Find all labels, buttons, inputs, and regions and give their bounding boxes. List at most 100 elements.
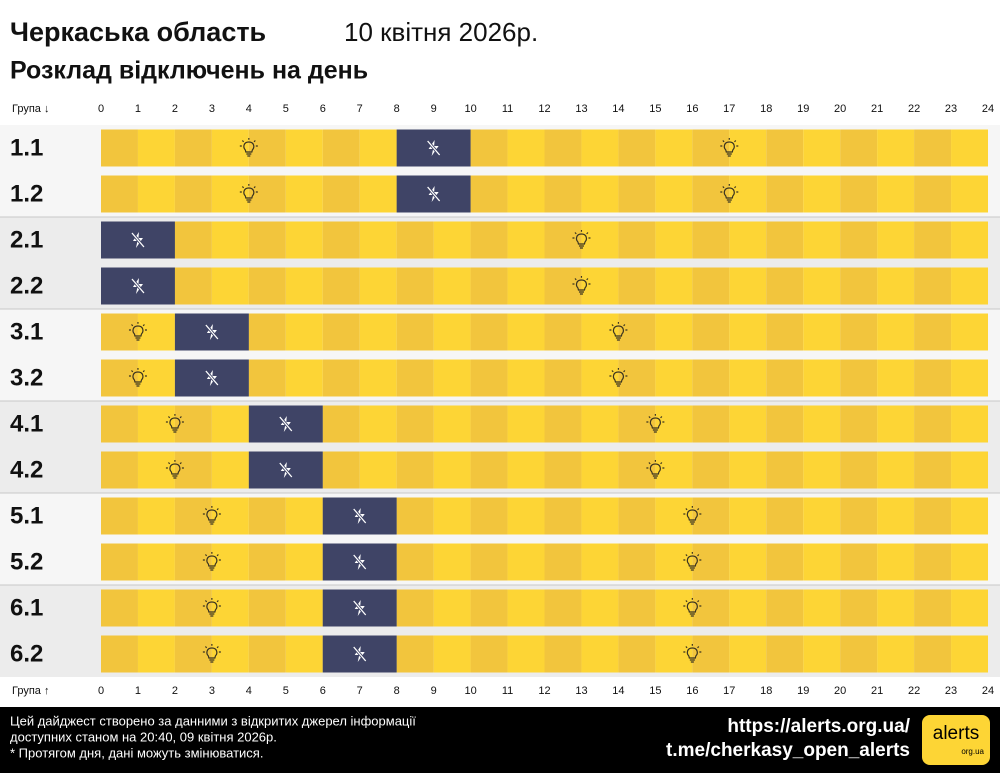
hour-band xyxy=(396,543,434,581)
x-tick-label: 11 xyxy=(502,103,513,115)
logo-domain: org.ua xyxy=(961,747,984,756)
hour-band xyxy=(285,221,323,259)
icon-part xyxy=(279,416,293,432)
icon-part xyxy=(609,322,628,341)
hour-band xyxy=(618,635,656,673)
hour-band xyxy=(359,405,397,443)
hour-band xyxy=(137,129,175,167)
hour-band xyxy=(840,543,878,581)
row-label: 1.1 xyxy=(10,134,43,161)
icon-part xyxy=(575,279,587,291)
icon-part xyxy=(353,646,367,662)
icon-part xyxy=(646,414,665,433)
icon-part xyxy=(572,230,591,249)
x-tick-label: 18 xyxy=(760,103,772,115)
hour-band xyxy=(507,359,545,397)
hour-band xyxy=(803,221,841,259)
icon-part xyxy=(243,141,255,153)
hour-band xyxy=(248,129,286,167)
hour-band xyxy=(618,359,656,397)
icon-part xyxy=(202,552,221,571)
hour-band xyxy=(470,543,508,581)
hour-band xyxy=(581,359,619,397)
hour-band xyxy=(285,175,323,213)
x-tick-label: 12 xyxy=(538,685,550,697)
hour-band xyxy=(803,405,841,443)
icon-part xyxy=(202,598,221,617)
hour-band xyxy=(729,543,767,581)
hour-band xyxy=(914,497,952,535)
hour-band xyxy=(544,175,582,213)
hour-band xyxy=(470,267,508,305)
power-off-icon xyxy=(426,186,441,202)
power-on-icon xyxy=(128,322,147,341)
hour-band xyxy=(581,635,619,673)
hour-band xyxy=(729,635,767,673)
hour-band xyxy=(766,451,804,489)
hour-band xyxy=(174,635,212,673)
x-tick-label: 11 xyxy=(502,685,513,697)
icon-part xyxy=(646,460,665,479)
x-tick-label: 3 xyxy=(209,103,215,115)
hour-band xyxy=(544,313,582,351)
hour-band xyxy=(544,405,582,443)
hour-band xyxy=(729,175,767,213)
hour-band xyxy=(914,589,952,627)
hour-band xyxy=(285,267,323,305)
hour-band xyxy=(470,313,508,351)
hour-band xyxy=(840,497,878,535)
x-tick-label: 14 xyxy=(612,103,624,115)
hour-band xyxy=(766,267,804,305)
hour-band xyxy=(211,543,249,581)
x-tick-label: 13 xyxy=(575,685,587,697)
power-off-icon xyxy=(352,554,367,570)
hour-band xyxy=(766,175,804,213)
hour-band xyxy=(359,451,397,489)
hour-band xyxy=(322,221,360,259)
x-tick-label: 9 xyxy=(431,685,437,697)
power-on-icon xyxy=(165,460,184,479)
hour-band xyxy=(470,221,508,259)
hour-band xyxy=(544,451,582,489)
hour-band xyxy=(877,405,915,443)
hour-band xyxy=(655,451,693,489)
power-off-icon xyxy=(278,416,293,432)
hour-band xyxy=(322,313,360,351)
hour-band xyxy=(581,129,619,167)
hour-band xyxy=(877,451,915,489)
icon-part xyxy=(609,368,628,387)
hour-band xyxy=(951,589,988,627)
power-on-icon xyxy=(128,368,147,387)
footer-link[interactable]: t.me/cherkasy_open_alerts xyxy=(666,740,910,761)
power-on-icon xyxy=(683,506,702,525)
row-label: 2.1 xyxy=(10,226,43,253)
x-tick-label: 23 xyxy=(945,685,957,697)
logo xyxy=(922,715,990,765)
hour-band xyxy=(544,129,582,167)
hour-band xyxy=(507,129,545,167)
hour-band xyxy=(396,451,434,489)
hour-band xyxy=(322,175,360,213)
icon-part xyxy=(206,601,218,613)
x-tick-label: 22 xyxy=(908,103,920,115)
hour-band xyxy=(211,129,249,167)
hour-band xyxy=(248,497,286,535)
power-on-icon xyxy=(202,598,221,617)
x-tick-label: 0 xyxy=(98,103,104,115)
x-tick-label: 24 xyxy=(982,103,994,115)
hour-band xyxy=(581,313,619,351)
hour-band xyxy=(766,313,804,351)
hour-band xyxy=(544,543,582,581)
hour-band xyxy=(101,451,138,489)
hour-band xyxy=(951,451,988,489)
hour-band xyxy=(433,589,471,627)
row-label: 6.1 xyxy=(10,594,43,621)
hour-band xyxy=(692,359,730,397)
hour-band xyxy=(101,589,138,627)
icon-part xyxy=(723,187,735,199)
icon-part xyxy=(427,186,441,202)
x-tick-label: 10 xyxy=(464,685,476,697)
footer-link[interactable]: https://alerts.org.ua/ xyxy=(727,716,910,737)
hour-band xyxy=(877,635,915,673)
